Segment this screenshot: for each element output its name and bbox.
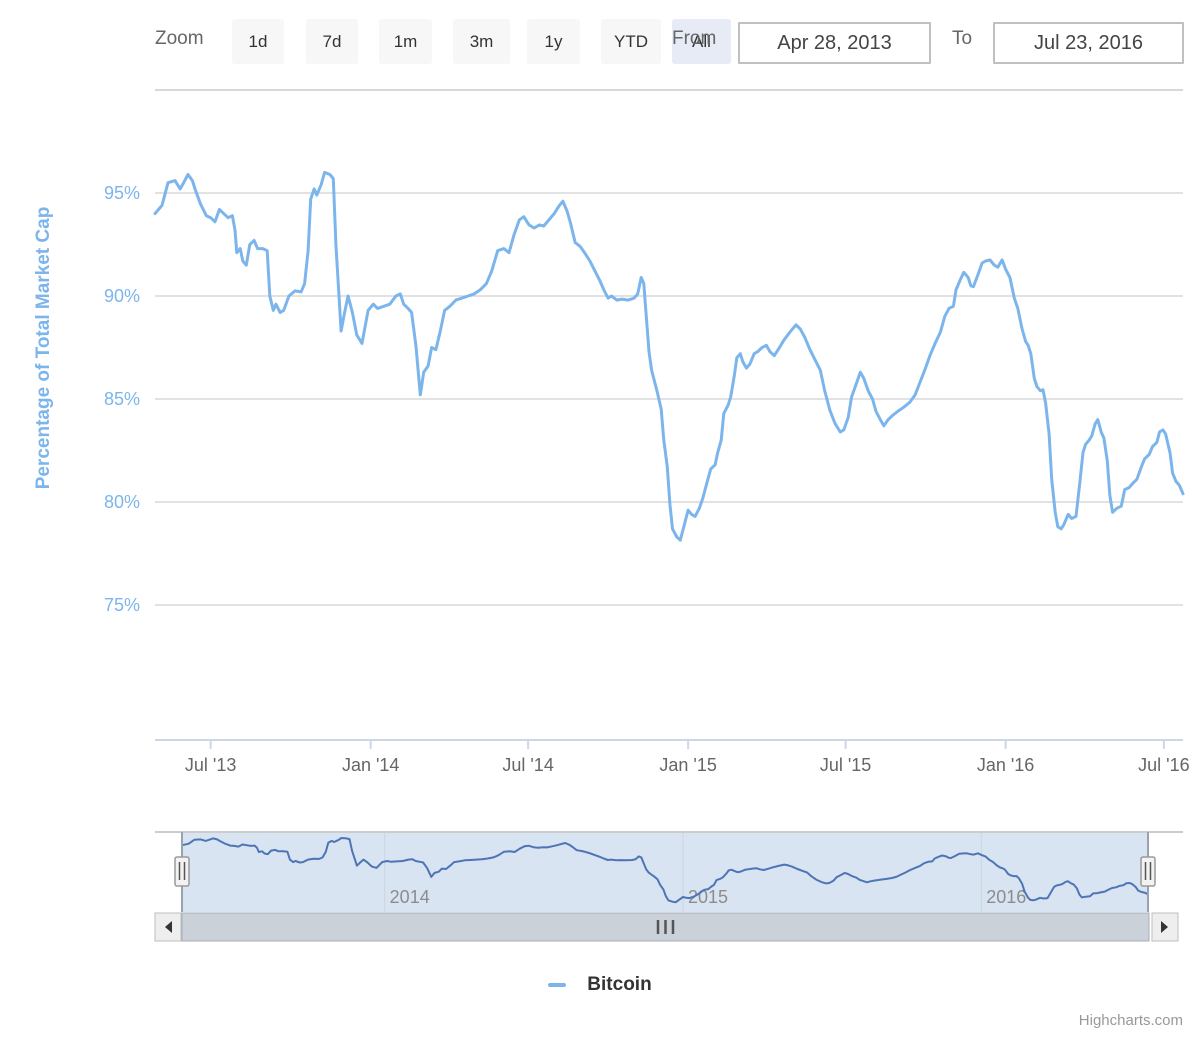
zoom-button-7d[interactable]: 7d bbox=[306, 19, 358, 64]
y-axis-labels: 95% 90% 85% 80% 75% bbox=[104, 183, 140, 615]
bitcoin-series-line bbox=[153, 170, 1185, 542]
navigator-series-line bbox=[181, 837, 1149, 904]
navigator-left-handle[interactable] bbox=[174, 856, 190, 887]
y-tick-label-90: 90% bbox=[104, 286, 140, 306]
navigator: 2014 2015 2016 bbox=[155, 831, 1183, 912]
plot-area[interactable] bbox=[155, 90, 1183, 740]
from-date-input[interactable]: Apr 28, 2013 bbox=[738, 22, 931, 64]
to-label: To bbox=[952, 28, 973, 49]
from-label: From bbox=[672, 28, 717, 49]
navigator-right-handle[interactable] bbox=[1140, 856, 1156, 887]
plot-area-hit-region[interactable] bbox=[155, 90, 1183, 740]
highcharts-credits-link[interactable]: Highcharts.com bbox=[1078, 1012, 1183, 1029]
x-tick-label: Jan '14 bbox=[342, 755, 399, 775]
zoom-button-all[interactable]: All bbox=[672, 19, 731, 64]
x-tick-label: Jul '15 bbox=[820, 755, 871, 775]
zoom-button-3m[interactable]: 3m bbox=[453, 19, 510, 64]
x-axis: Jul '13 Jan '14 Jul '14 Jan '15 Jul '15 Jan '… bbox=[155, 739, 1190, 775]
y-tick-label-75: 75% bbox=[104, 595, 140, 615]
scrollbar-right-arrow-button[interactable] bbox=[1151, 912, 1179, 942]
y-tick-label-85: 85% bbox=[104, 389, 140, 409]
legend-item-bitcoin[interactable]: Bitcoin bbox=[0, 974, 1200, 996]
navigator-year-label: 2015 bbox=[688, 887, 728, 907]
legend-line-icon bbox=[548, 983, 567, 987]
x-tick-label: Jan '16 bbox=[977, 755, 1034, 775]
navigator-year-label: 2016 bbox=[986, 887, 1026, 907]
x-tick-label: Jul '13 bbox=[185, 755, 236, 775]
left-arrow-icon bbox=[165, 921, 172, 933]
x-tick-label: Jul '14 bbox=[502, 755, 553, 775]
x-tick-label: Jan '15 bbox=[659, 755, 716, 775]
navigator-year-label: 2014 bbox=[390, 887, 430, 907]
navigator-selected-mask[interactable] bbox=[182, 833, 1148, 912]
x-tick-label: Jul '16 bbox=[1138, 755, 1189, 775]
right-arrow-icon bbox=[1161, 921, 1168, 933]
y-tick-label-80: 80% bbox=[104, 492, 140, 512]
zoom-button-ytd[interactable]: YTD bbox=[601, 19, 661, 64]
scrollbar-left-arrow-button[interactable] bbox=[154, 912, 182, 942]
zoom-button-1y[interactable]: 1y bbox=[527, 19, 580, 64]
zoom-label: Zoom bbox=[155, 28, 204, 49]
zoom-button-1m[interactable]: 1m bbox=[379, 19, 432, 64]
scrollbar bbox=[154, 912, 1179, 942]
legend-label: Bitcoin bbox=[587, 974, 652, 995]
y-axis-title: Percentage of Total Market Cap bbox=[33, 206, 54, 490]
bitcoin-series bbox=[153, 170, 1185, 542]
zoom-button-1d[interactable]: 1d bbox=[232, 19, 284, 64]
to-date-input[interactable]: Jul 23, 2016 bbox=[993, 22, 1184, 64]
y-tick-label-95: 95% bbox=[104, 183, 140, 203]
